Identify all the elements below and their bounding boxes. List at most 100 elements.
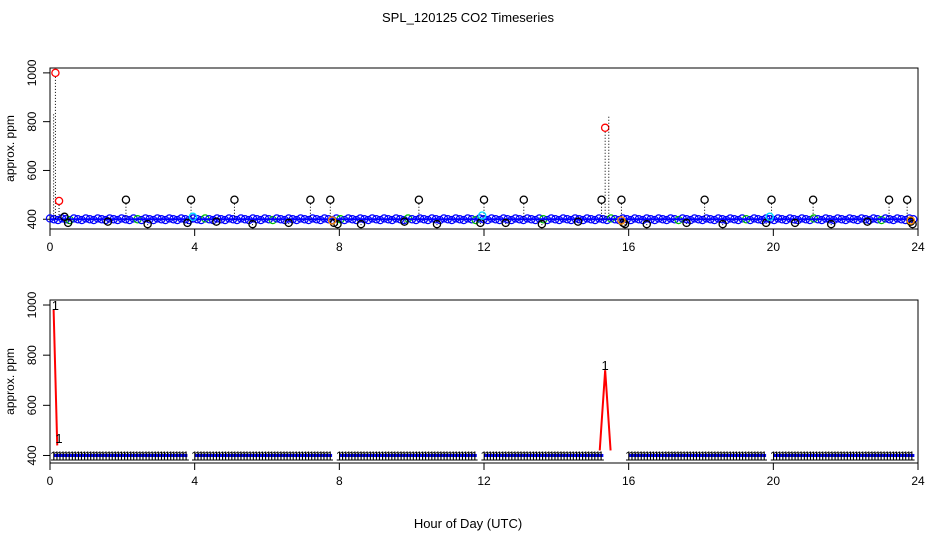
segment-marker: 1 (96, 448, 103, 463)
segment-marker: 1 (548, 448, 555, 463)
x-tick-label: 0 (47, 474, 54, 488)
segment-marker: 1 (745, 448, 752, 463)
segment-marker: 1 (231, 448, 238, 463)
segment-marker: 1 (874, 448, 881, 463)
segment-marker: 1 (394, 448, 401, 463)
segment-marker: 1 (831, 448, 838, 463)
segment-marker: 1 (813, 448, 820, 463)
segment-marker: 1 (840, 448, 847, 463)
segment-marker: 1 (819, 448, 826, 463)
chart-title: SPL_120125 CO2 Timeseries (382, 10, 554, 25)
segment-marker: 1 (708, 448, 715, 463)
segment-marker: 1 (788, 448, 795, 463)
x-tick-label: 12 (477, 240, 491, 254)
x-tick-label: 8 (336, 240, 343, 254)
y-axis-label: approx. ppm (3, 348, 17, 415)
segment-marker: 1 (286, 448, 293, 463)
segment-marker: 1 (822, 448, 829, 463)
segment-marker: 1 (363, 448, 370, 463)
segment-marker: 1 (345, 448, 352, 463)
segment-marker: 1 (237, 448, 244, 463)
segment-marker: 1 (871, 448, 878, 463)
segment-marker: 1 (161, 448, 168, 463)
segment-marker: 1 (406, 448, 413, 463)
plot-frame (49, 67, 919, 230)
segment-marker: 1 (490, 448, 497, 463)
data-point (186, 195, 196, 204)
segment-marker: 1 (253, 448, 260, 463)
segment-marker: 1 (78, 448, 85, 463)
segment-marker: 1 (219, 448, 226, 463)
segment-marker: 1 (853, 448, 860, 463)
segment-marker: 1 (487, 448, 494, 463)
segment-marker: 1 (868, 448, 875, 463)
segment-marker: 1 (560, 448, 567, 463)
segment-marker: 1 (754, 448, 761, 463)
segment-marker: 1 (225, 448, 232, 463)
spike-line (598, 370, 612, 451)
segment-marker: 1 (462, 448, 469, 463)
data-point (863, 217, 872, 226)
segment-marker: 1 (142, 448, 149, 463)
y-tick-label: 600 (25, 160, 39, 180)
data-point (143, 219, 152, 229)
segment-marker: 1 (50, 448, 57, 463)
segment-marker: 1 (859, 448, 866, 463)
segment-marker: 1 (308, 448, 315, 463)
accent-point (477, 211, 487, 220)
segment-marker: 1 (443, 448, 450, 463)
segment-marker: 1 (890, 448, 897, 463)
segment-marker: 1 (271, 448, 278, 463)
segment-marker: 1 (751, 448, 758, 463)
segment-marker: 1 (705, 448, 712, 463)
segment-marker: 1 (84, 448, 91, 463)
segment-marker: 1 (182, 448, 189, 463)
accent-point (906, 216, 916, 225)
segment-marker: 1 (843, 448, 850, 463)
segment-marker: 1 (370, 448, 377, 463)
data-point (808, 195, 818, 204)
segment-marker: 1 (431, 448, 438, 463)
x-tick-label: 24 (911, 474, 925, 488)
segment-marker: 1 (268, 448, 275, 463)
data-point (597, 195, 606, 204)
segment-marker: 1 (173, 448, 180, 463)
segment-marker: 1 (499, 448, 506, 463)
segment-marker: 1 (579, 448, 586, 463)
segment-marker: 1 (711, 448, 718, 463)
segment-marker: 1 (158, 448, 165, 463)
segment-marker: 1 (526, 448, 533, 463)
segment-marker: 1 (647, 448, 654, 463)
segment-marker: 1 (733, 448, 740, 463)
plot-frame (49, 299, 919, 464)
segment-marker: 1 (72, 448, 79, 463)
segment-marker: 1 (637, 448, 644, 463)
segment-marker: 1 (249, 448, 256, 463)
segment-marker: 1 (382, 448, 389, 463)
y-tick-label: 600 (25, 395, 39, 415)
segment-marker: 1 (828, 448, 835, 463)
segment-marker: 1 (311, 448, 318, 463)
segment-marker: 1 (496, 448, 503, 463)
segment-marker: 1 (323, 448, 330, 463)
segment-marker: 1 (511, 448, 518, 463)
segment-marker: 1 (551, 448, 558, 463)
x-tick-label: 20 (767, 240, 781, 254)
segment-marker: 1 (557, 448, 564, 463)
segment-marker: 1 (179, 448, 186, 463)
segment-marker: 1 (514, 448, 521, 463)
segment-marker: 1 (320, 448, 327, 463)
segment-marker: 1 (730, 448, 737, 463)
data-point (414, 195, 424, 204)
segment-marker: 1 (539, 448, 546, 463)
spike-label: 1 (55, 431, 62, 446)
segment-marker: 1 (594, 448, 601, 463)
data-point (682, 218, 691, 228)
segment-marker: 1 (360, 448, 367, 463)
data-point (54, 196, 64, 206)
data-point (230, 195, 239, 204)
segment-marker: 1 (379, 448, 386, 463)
segment-marker: 1 (397, 448, 404, 463)
segment-marker: 1 (305, 448, 312, 463)
segment-marker: 1 (530, 448, 537, 463)
